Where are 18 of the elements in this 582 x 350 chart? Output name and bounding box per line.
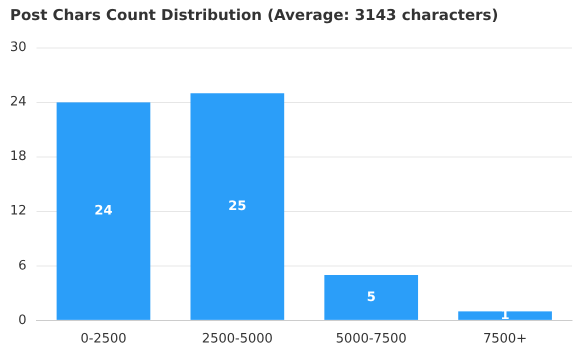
x-tick-label: 5000-7500 [336, 332, 407, 347]
x-tick-label: 7500+ [483, 332, 528, 347]
y-tick-label: 0 [18, 312, 27, 328]
chart-title: Post Chars Count Distribution (Average: 3143 characters) [10, 6, 498, 24]
data-label: 25 [228, 198, 246, 214]
y-tick-label: 12 [10, 204, 27, 219]
y-tick-label: 30 [10, 40, 27, 56]
bar [190, 93, 284, 320]
y-tick-label: 24 [10, 94, 27, 110]
y-tick-label: 18 [10, 149, 27, 164]
x-tick-label: 2500-5000 [202, 332, 273, 347]
bar [56, 102, 150, 320]
data-label: 24 [94, 203, 113, 218]
data-label: 5 [366, 290, 376, 305]
bar [458, 311, 552, 320]
y-tick-label: 6 [18, 258, 27, 274]
x-tick-label: 0-2500 [80, 332, 126, 347]
bar [324, 274, 418, 320]
